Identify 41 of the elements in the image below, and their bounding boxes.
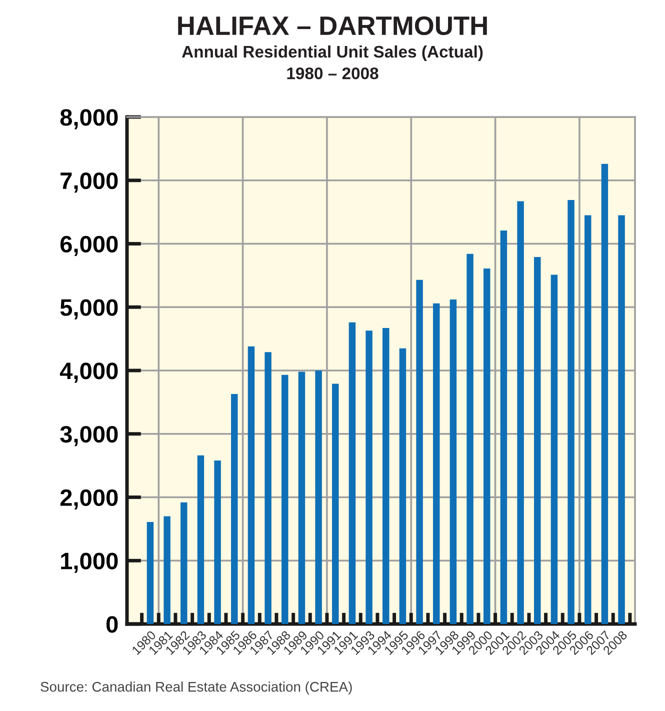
y-tick-label: 7,000 bbox=[60, 172, 118, 193]
bar bbox=[484, 268, 490, 624]
bar bbox=[433, 303, 440, 624]
y-tick-label: 8,000 bbox=[60, 109, 118, 130]
bar bbox=[164, 516, 170, 624]
bar bbox=[231, 394, 238, 624]
bar bbox=[197, 455, 204, 624]
source-note: Source: Canadian Real Estate Association (CREA) bbox=[40, 682, 352, 694]
bar bbox=[416, 280, 423, 624]
bar bbox=[382, 328, 390, 624]
y-tick-label: 4,000 bbox=[60, 362, 118, 383]
bar bbox=[584, 215, 592, 624]
bar bbox=[348, 322, 356, 624]
bar bbox=[214, 460, 221, 624]
bar bbox=[180, 502, 188, 624]
bar bbox=[146, 522, 154, 624]
bar bbox=[264, 352, 272, 624]
chart-subtitle: Annual Residential Unit Sales (Actual) 1980 – 2008 bbox=[182, 45, 483, 80]
y-tick-label: 6,000 bbox=[60, 236, 118, 256]
bar bbox=[248, 346, 255, 624]
bar bbox=[399, 348, 406, 624]
bar bbox=[601, 164, 608, 624]
y-tick-label: 2,000 bbox=[60, 489, 118, 510]
bar bbox=[517, 201, 524, 624]
bar bbox=[332, 384, 339, 624]
bar bbox=[618, 215, 625, 624]
chart-title: HALIFAX – DARTMOUTH bbox=[178, 16, 487, 36]
bar bbox=[450, 300, 457, 624]
bar bbox=[568, 200, 574, 624]
bar bbox=[282, 374, 288, 624]
bar bbox=[298, 372, 306, 624]
bar bbox=[466, 254, 474, 624]
y-tick-label: 1,000 bbox=[61, 552, 118, 573]
bar bbox=[366, 330, 372, 624]
bar bbox=[315, 370, 322, 624]
y-tick-label: 0 bbox=[106, 616, 118, 633]
y-tick-label: 3,000 bbox=[60, 426, 118, 446]
bar bbox=[550, 274, 558, 624]
bar bbox=[500, 230, 508, 624]
bar bbox=[534, 257, 541, 624]
y-tick-label: 5,000 bbox=[60, 299, 118, 320]
